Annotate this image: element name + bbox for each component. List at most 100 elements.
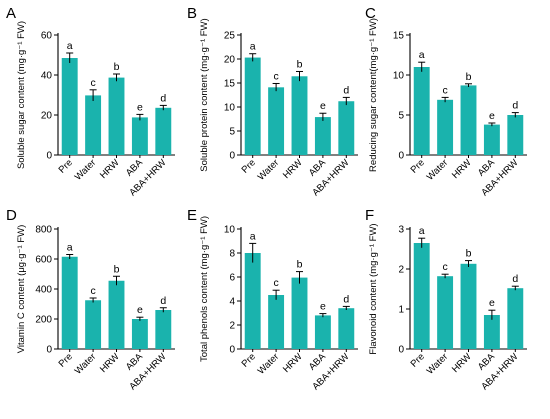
y-tick-label: 0 [46, 345, 52, 356]
bar [460, 263, 477, 349]
bar [108, 77, 125, 155]
significance-letter: b [114, 263, 120, 275]
x-tick-label: Water [256, 351, 281, 376]
x-tick-label: HRW [281, 157, 305, 181]
panel-label: C [365, 5, 376, 22]
bar [131, 319, 148, 349]
bar [108, 280, 125, 349]
y-tick-label: 0 [398, 151, 404, 162]
significance-letter: c [442, 84, 447, 96]
y-tick-label: 40 [41, 71, 53, 82]
significance-letter: a [250, 41, 256, 53]
significance-letter: e [137, 304, 143, 316]
significance-letter: b [297, 58, 303, 70]
significance-letter: b [297, 259, 303, 271]
significance-letter: b [466, 71, 472, 83]
significance-letter: a [67, 242, 73, 254]
significance-letter: c [273, 70, 278, 82]
panel-label: E [187, 207, 197, 224]
y-tick-label: 5 [398, 111, 404, 122]
bar [314, 315, 331, 349]
bar [338, 101, 355, 155]
significance-letter: d [160, 92, 166, 104]
y-tick-label: 1 [398, 305, 404, 316]
x-tick-label: Pre [57, 351, 75, 369]
bar [244, 57, 261, 156]
bar [483, 315, 500, 349]
y-tick-label: 10 [224, 225, 236, 236]
y-tick-label: 20 [224, 55, 236, 66]
significance-letter: e [489, 110, 495, 122]
x-tick-label: Pre [240, 351, 258, 369]
panel-c: C 0 5 10 15 Reducing sugar content(mg·g⁻¹ FW)… [365, 5, 527, 198]
bar [507, 115, 524, 155]
significance-letter: c [90, 77, 95, 89]
y-tick-label: 20 [41, 111, 53, 122]
significance-letter: c [273, 277, 278, 289]
x-tick-label: Pre [57, 157, 75, 175]
bar [268, 295, 285, 349]
bar [131, 117, 148, 155]
bar [291, 76, 308, 155]
bar [460, 85, 477, 155]
bar [61, 256, 78, 349]
y-tick-label: 10 [393, 71, 405, 82]
significance-letter: a [250, 230, 256, 242]
y-tick-label: 3 [398, 225, 404, 236]
significance-letter: e [137, 101, 143, 113]
bar [338, 308, 355, 349]
bar [483, 124, 500, 155]
y-tick-label: 600 [35, 255, 52, 266]
significance-letter: d [512, 100, 518, 112]
bar [61, 58, 78, 155]
bar [413, 243, 430, 349]
bar [155, 107, 172, 155]
y-tick-label: 5 [229, 127, 235, 138]
bar [155, 310, 172, 349]
y-tick-label: 4 [229, 297, 235, 308]
x-tick-label: HRW [450, 351, 474, 375]
y-axis-label: Reducing sugar content(mg·g⁻¹ FW) [368, 18, 379, 172]
significance-letter: b [114, 61, 120, 73]
x-tick-label: Water [425, 157, 450, 182]
x-tick-label: Pre [409, 157, 427, 175]
significance-letter: e [489, 297, 495, 309]
x-tick-label: Pre [240, 157, 258, 175]
x-tick-label: Pre [409, 351, 427, 369]
significance-letter: d [343, 84, 349, 96]
panel-label: D [6, 207, 17, 224]
y-axis-label: Flavonoid content (mg·g⁻¹ FW) [368, 223, 379, 354]
y-tick-label: 200 [35, 315, 52, 326]
y-tick-label: 10 [224, 103, 236, 114]
significance-letter: a [67, 40, 73, 52]
y-tick-label: 25 [224, 31, 236, 42]
y-tick-label: 2 [229, 321, 235, 332]
y-axis-label: Total phenols content (mg·g⁻¹ FW) [199, 216, 210, 362]
bar [291, 277, 308, 349]
y-tick-label: 15 [224, 79, 236, 90]
significance-letter: a [419, 225, 425, 237]
bar [437, 99, 454, 155]
panel-b: B 0 5 10 15 20 25 Soluble protein content (mg·g… [187, 5, 358, 198]
panel-label: F [365, 207, 374, 224]
panel-a: A 0 20 40 60 Soluble sugar content (mg·g⁻¹ FW… [6, 5, 175, 198]
significance-letter: a [419, 49, 425, 61]
y-axis-label: Soluble sugar content (mg·g⁻¹ FW) [16, 21, 27, 169]
y-tick-label: 0 [46, 151, 52, 162]
y-tick-label: 800 [35, 225, 52, 236]
panel-label: B [187, 5, 197, 22]
significance-letter: b [466, 248, 472, 260]
x-tick-label: HRW [281, 351, 305, 375]
bar [244, 253, 261, 349]
x-tick-label: Water [256, 157, 281, 182]
bar [507, 288, 524, 349]
x-tick-label: Water [73, 351, 98, 376]
bar [413, 67, 430, 155]
panel-f: F 0 1 2 3 Flavonoid content (mg·g⁻¹ FW) a Pre c W… [365, 207, 527, 392]
bar [85, 95, 102, 155]
x-tick-label: Water [425, 351, 450, 376]
y-tick-label: 6 [229, 273, 235, 284]
bar [314, 117, 331, 155]
panel-d: D 0 200 400 600 800 Vitamin C content (μg·g⁻¹ … [6, 207, 175, 392]
bar [85, 300, 102, 349]
